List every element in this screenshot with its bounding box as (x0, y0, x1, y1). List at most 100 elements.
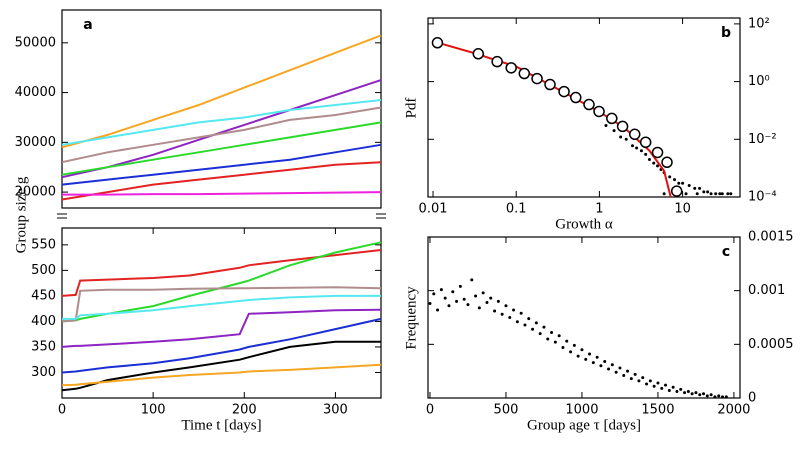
data-point (474, 294, 478, 298)
data-point (619, 135, 623, 139)
data-point (447, 304, 451, 308)
panel-label: a (83, 17, 92, 33)
data-point (687, 184, 691, 188)
y-tick-label: 30000 (15, 135, 56, 150)
binned-point (651, 146, 664, 159)
data-point (721, 395, 725, 399)
data-point (512, 308, 516, 312)
data-point (470, 278, 474, 282)
series-line (61, 286, 382, 323)
data-point (635, 146, 639, 150)
panel: 300 350 400 450 500 550 0 100 200 300 Time t [days… (31, 227, 382, 433)
data-point (428, 302, 432, 306)
y-tick-label: 10⁻⁴ (748, 190, 777, 205)
data-point (515, 320, 519, 324)
data-point (612, 129, 616, 133)
data-point (629, 377, 633, 381)
x-tick-label: 500 (494, 403, 519, 418)
data-point (686, 390, 690, 394)
data-point (557, 334, 561, 338)
data-point (595, 355, 599, 359)
data-point (572, 343, 576, 347)
y-tick-label: 0.0005 (748, 337, 794, 352)
data-point (693, 186, 697, 190)
data-point (481, 291, 485, 295)
y-tick-label: 350 (31, 339, 56, 354)
binned-point (583, 98, 595, 111)
data-point (662, 192, 666, 196)
data-point (724, 395, 728, 399)
data-point (569, 350, 573, 354)
binned-point (616, 120, 629, 133)
series-line (61, 241, 382, 323)
plot-frame (61, 227, 382, 399)
series-line (61, 317, 382, 374)
data-point (702, 392, 706, 396)
data-point (648, 379, 652, 383)
data-point (709, 393, 713, 397)
data-point (656, 164, 660, 168)
x-tick-label: 0 (58, 403, 66, 418)
y-axis-title: Frequency (403, 286, 419, 350)
data-point (681, 181, 685, 185)
data-point (599, 364, 603, 368)
axis-break (57, 213, 386, 219)
series-line (62, 191, 382, 196)
binned-point (628, 128, 641, 141)
series-line (61, 363, 382, 387)
binned-point (505, 62, 517, 74)
y-tick-label: 0.0015 (748, 230, 794, 245)
data-point (709, 192, 713, 196)
x-tick-label: 0.01 (419, 202, 448, 217)
series-line (61, 161, 382, 201)
data-point (667, 388, 671, 392)
data-point (542, 325, 546, 329)
data-point (489, 296, 493, 300)
data-point (550, 331, 554, 335)
data-point (639, 149, 643, 153)
data-point (698, 393, 702, 397)
data-point (652, 161, 656, 165)
data-point (591, 361, 595, 365)
data-point (720, 192, 724, 196)
data-point (504, 304, 508, 308)
binned-point (570, 91, 582, 104)
data-point (705, 394, 709, 398)
binned-point (518, 67, 531, 80)
panel: 10² 10⁰ 10⁻² 10⁻⁴ 0.01 0.1 1 10 Growth α Pdf b (403, 16, 776, 232)
y-tick-label: 550 (31, 237, 56, 252)
data-point (576, 354, 580, 358)
series-line (62, 294, 381, 320)
data-point (637, 379, 641, 383)
data-point (717, 394, 721, 398)
data-point (702, 190, 706, 194)
data-point (534, 321, 538, 325)
data-point (561, 346, 565, 350)
data-point (622, 373, 626, 377)
data-point (641, 376, 645, 380)
data-point (647, 157, 651, 161)
data-point (677, 181, 681, 185)
data-point (644, 152, 648, 156)
data-point (553, 340, 557, 344)
data-point (652, 384, 656, 388)
y-tick-label: 10² (748, 16, 770, 31)
data-point (443, 296, 447, 300)
series-line (432, 40, 672, 198)
series-line (61, 121, 382, 176)
x-tick-label: 10 (674, 202, 691, 217)
data-point (458, 284, 462, 288)
binned-point (606, 112, 618, 125)
data-point (631, 144, 635, 148)
series-line (61, 308, 382, 348)
data-point (455, 299, 459, 303)
data-point (618, 366, 622, 370)
data-point (531, 327, 535, 331)
binned-point (431, 37, 444, 49)
data-point (588, 352, 592, 356)
data-point (519, 311, 523, 315)
data-point (432, 292, 436, 296)
data-point (694, 391, 698, 395)
binned-point (472, 48, 485, 60)
